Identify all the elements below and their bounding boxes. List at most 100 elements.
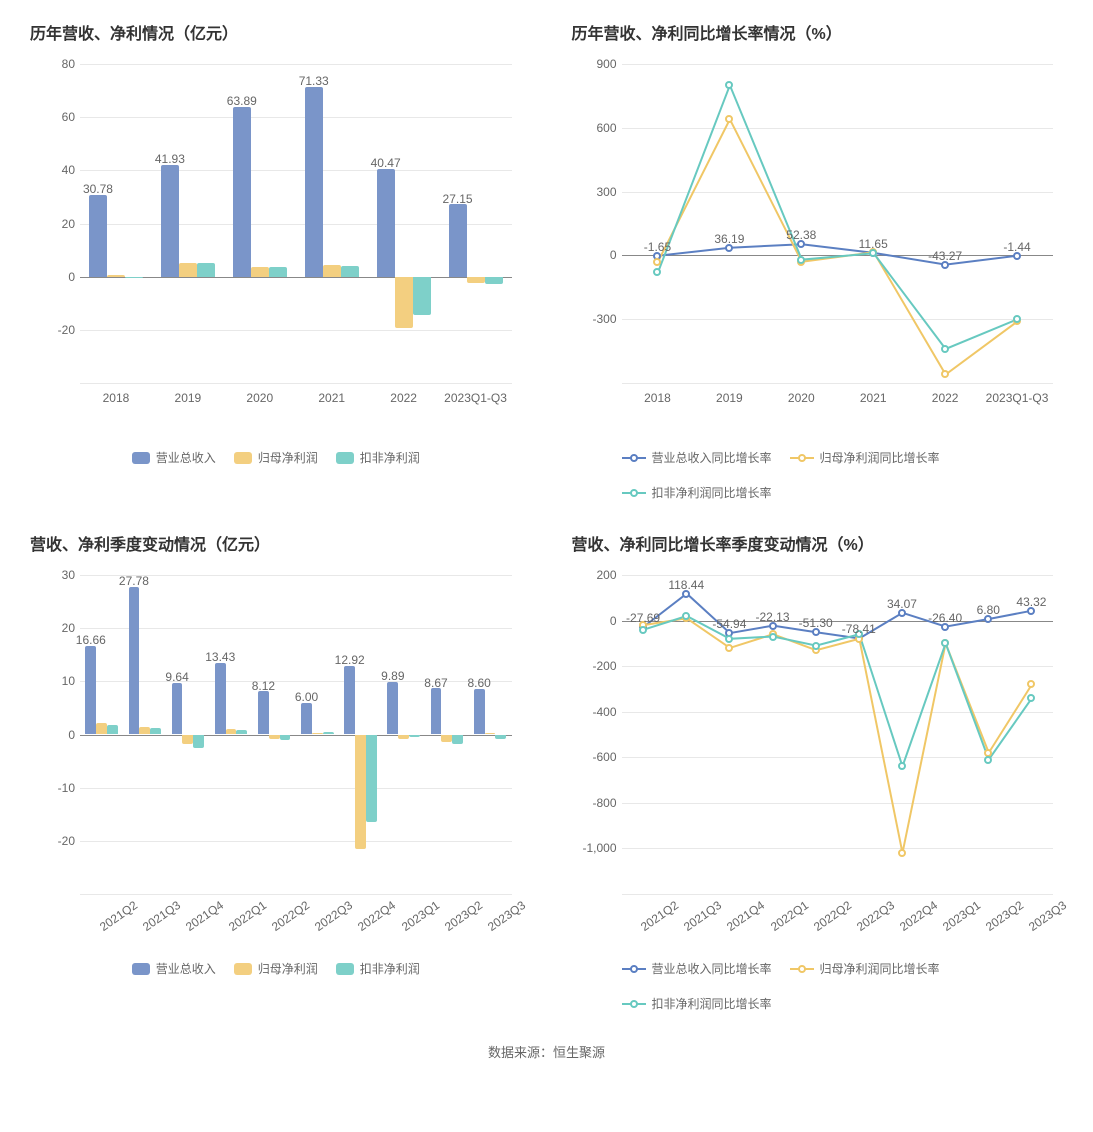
bar: [125, 277, 143, 278]
value-label: 30.78: [83, 182, 113, 196]
line-series: [657, 119, 1017, 374]
bar: [269, 267, 287, 277]
bar: [377, 169, 395, 277]
bar: [172, 683, 183, 734]
legend-swatch-line: [790, 964, 814, 974]
value-label: 36.19: [714, 232, 744, 246]
chart4-title: 营收、净利同比增长率季度变动情况（%）: [572, 531, 1064, 555]
bar: [269, 735, 280, 739]
bar: [413, 277, 431, 316]
value-label: -1.65: [644, 240, 671, 254]
legend-item[interactable]: 归母净利润同比增长率: [790, 960, 940, 977]
legend-item[interactable]: 扣非净利润同比增长率: [622, 995, 772, 1012]
bar: [179, 263, 197, 277]
bar: [495, 735, 506, 739]
y-axis-label: -600: [572, 750, 617, 764]
bar: [395, 277, 413, 329]
legend-swatch-bar: [336, 452, 354, 464]
y-axis-label: 80: [30, 57, 75, 71]
line-marker: [1013, 315, 1021, 323]
legend-item[interactable]: 扣非净利润: [336, 960, 420, 977]
legend-label: 归母净利润: [258, 960, 318, 977]
bar: [258, 691, 269, 734]
legend-item[interactable]: 营业总收入同比增长率: [622, 960, 772, 977]
legend-item[interactable]: 归母净利润: [234, 960, 318, 977]
legend-swatch-bar: [234, 452, 252, 464]
chart-grid: 历年营收、净利情况（亿元） -20020406080201830.7820194…: [10, 10, 1083, 1022]
legend-item[interactable]: 扣非净利润同比增长率: [622, 484, 772, 501]
y-axis-label: 10: [30, 674, 75, 688]
value-label: 16.66: [76, 633, 106, 647]
line-marker: [898, 849, 906, 857]
legend-item[interactable]: 营业总收入: [132, 449, 216, 466]
x-axis-label: 2022: [390, 391, 417, 405]
bar: [251, 267, 269, 276]
y-axis-label: 600: [572, 121, 617, 135]
bar: [150, 728, 161, 735]
line-marker: [725, 635, 733, 643]
x-axis-label: 2023Q1-Q3: [444, 391, 507, 405]
y-axis-label: 0: [30, 270, 75, 284]
gridline: [80, 117, 512, 118]
legend-label: 营业总收入: [156, 449, 216, 466]
legend-swatch-bar: [336, 963, 354, 975]
line-marker: [1027, 680, 1035, 688]
legend-swatch-line: [622, 453, 646, 463]
value-label: -26.40: [928, 611, 962, 625]
value-label: -51.30: [799, 616, 833, 630]
gridline: [80, 330, 512, 331]
x-axis-label: 2018: [103, 391, 130, 405]
bar: [452, 735, 463, 745]
panel-quarterly-revenue-profit: 营收、净利季度变动情况（亿元） -20-1001020302021Q216.66…: [10, 521, 542, 1022]
legend-label: 营业总收入同比增长率: [652, 960, 772, 977]
line-svg: [622, 64, 1054, 383]
value-label: -54.94: [712, 617, 746, 631]
bar: [467, 277, 485, 283]
value-label: -1.44: [1003, 240, 1030, 254]
bar: [197, 263, 215, 276]
value-label: 8.67: [424, 676, 447, 690]
value-label: 6.80: [977, 603, 1000, 617]
value-label: 9.89: [381, 669, 404, 683]
line-marker: [984, 756, 992, 764]
line-marker: [653, 268, 661, 276]
legend-item[interactable]: 归母净利润: [234, 449, 318, 466]
chart1-title: 历年营收、净利情况（亿元）: [30, 20, 522, 44]
y-axis-label: -10: [30, 781, 75, 795]
bar: [344, 666, 355, 735]
bar: [215, 663, 226, 734]
y-axis-label: -20: [30, 834, 75, 848]
value-label: 13.43: [205, 650, 235, 664]
x-axis-label: 2023Q1-Q3: [986, 391, 1049, 405]
legend-swatch-line: [622, 488, 646, 498]
legend-item[interactable]: 营业总收入同比增长率: [622, 449, 772, 466]
bar: [193, 735, 204, 748]
legend-item[interactable]: 归母净利润同比增长率: [790, 449, 940, 466]
value-label: 12.92: [335, 653, 365, 667]
legend-label: 扣非净利润同比增长率: [652, 484, 772, 501]
chart3-legend: 营业总收入 归母净利润 扣非净利润: [30, 960, 522, 977]
legend-item[interactable]: 扣非净利润: [336, 449, 420, 466]
bar: [233, 107, 251, 277]
value-label: 118.44: [668, 578, 704, 592]
y-axis-label: -200: [572, 659, 617, 673]
value-label: 27.15: [443, 192, 473, 206]
y-axis-label: 0: [572, 248, 617, 262]
gridline: [80, 894, 512, 895]
y-axis-label: 0: [30, 728, 75, 742]
line-marker: [812, 642, 820, 650]
legend-item[interactable]: 营业总收入: [132, 960, 216, 977]
panel-annual-revenue-profit: 历年营收、净利情况（亿元） -20020406080201830.7820194…: [10, 10, 542, 511]
legend-label: 扣非净利润: [360, 960, 420, 977]
bar: [398, 735, 409, 739]
value-label: 8.60: [467, 676, 490, 690]
chart1-area: -20020406080201830.78201941.93202063.892…: [30, 54, 522, 434]
legend-swatch-bar: [132, 452, 150, 464]
line-marker: [653, 258, 661, 266]
chart4-area: -1,000-800-600-400-20002002021Q22021Q320…: [572, 565, 1064, 945]
bar: [107, 725, 118, 735]
value-label: 71.33: [299, 74, 329, 88]
panel-quarterly-growth: 营收、净利同比增长率季度变动情况（%） -1,000-800-600-400-2…: [552, 521, 1084, 1022]
y-axis-label: 30: [30, 568, 75, 582]
y-axis-label: 40: [30, 163, 75, 177]
